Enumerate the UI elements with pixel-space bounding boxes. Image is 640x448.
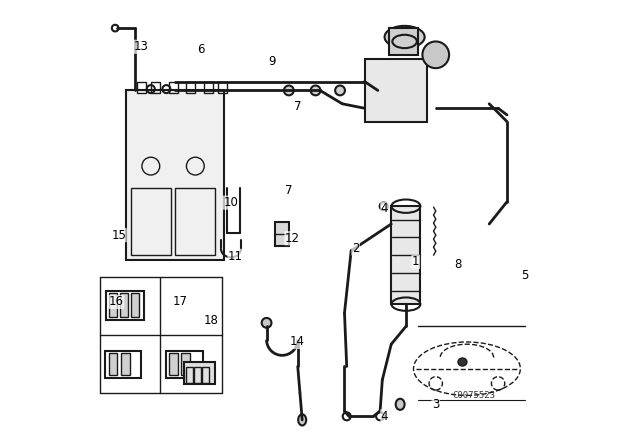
Bar bbox=[389, 28, 418, 55]
Text: 12: 12 bbox=[285, 232, 300, 245]
Text: 5: 5 bbox=[521, 269, 529, 282]
Text: 15: 15 bbox=[111, 228, 126, 241]
Bar bbox=[175, 188, 216, 255]
Ellipse shape bbox=[385, 26, 424, 48]
Ellipse shape bbox=[396, 399, 404, 410]
Bar bbox=[181, 353, 190, 375]
Bar bbox=[195, 367, 201, 383]
Bar bbox=[391, 206, 420, 304]
Bar bbox=[184, 362, 216, 384]
Ellipse shape bbox=[335, 86, 345, 95]
Bar bbox=[120, 293, 127, 318]
Bar bbox=[106, 291, 144, 320]
Bar bbox=[109, 293, 116, 318]
Bar bbox=[126, 90, 224, 260]
Bar bbox=[166, 351, 204, 378]
Text: 3: 3 bbox=[432, 398, 440, 411]
Ellipse shape bbox=[458, 358, 467, 366]
Text: 16: 16 bbox=[109, 295, 124, 308]
Bar bbox=[131, 293, 139, 318]
Bar bbox=[121, 353, 130, 375]
Text: 6: 6 bbox=[197, 43, 205, 56]
Bar bbox=[109, 353, 117, 375]
Text: 8: 8 bbox=[454, 258, 461, 271]
Ellipse shape bbox=[284, 86, 294, 95]
Text: C0075523: C0075523 bbox=[452, 391, 495, 400]
Text: 2: 2 bbox=[352, 242, 360, 255]
Text: 4: 4 bbox=[381, 202, 388, 215]
Text: 1: 1 bbox=[412, 255, 419, 268]
Text: 4: 4 bbox=[381, 410, 388, 423]
Bar bbox=[186, 367, 193, 383]
Bar bbox=[106, 351, 141, 378]
Bar bbox=[186, 82, 195, 93]
Bar bbox=[218, 82, 227, 93]
Text: 7: 7 bbox=[294, 99, 301, 112]
Bar bbox=[365, 59, 427, 121]
Bar bbox=[151, 82, 160, 93]
Bar bbox=[138, 82, 147, 93]
Text: 14: 14 bbox=[289, 336, 305, 349]
Bar bbox=[131, 188, 171, 255]
Ellipse shape bbox=[262, 318, 271, 328]
Text: 7: 7 bbox=[285, 184, 292, 197]
Text: 18: 18 bbox=[204, 314, 218, 327]
Bar bbox=[202, 367, 209, 383]
Ellipse shape bbox=[298, 414, 306, 426]
Ellipse shape bbox=[422, 42, 449, 68]
Bar bbox=[204, 82, 213, 93]
Bar bbox=[168, 82, 177, 93]
Text: 11: 11 bbox=[228, 250, 243, 263]
Text: 10: 10 bbox=[223, 196, 238, 209]
Bar bbox=[168, 353, 177, 375]
Ellipse shape bbox=[310, 86, 321, 95]
Text: 17: 17 bbox=[172, 295, 188, 308]
Bar bbox=[275, 222, 289, 246]
Text: 9: 9 bbox=[269, 55, 276, 68]
Text: 13: 13 bbox=[134, 40, 148, 53]
